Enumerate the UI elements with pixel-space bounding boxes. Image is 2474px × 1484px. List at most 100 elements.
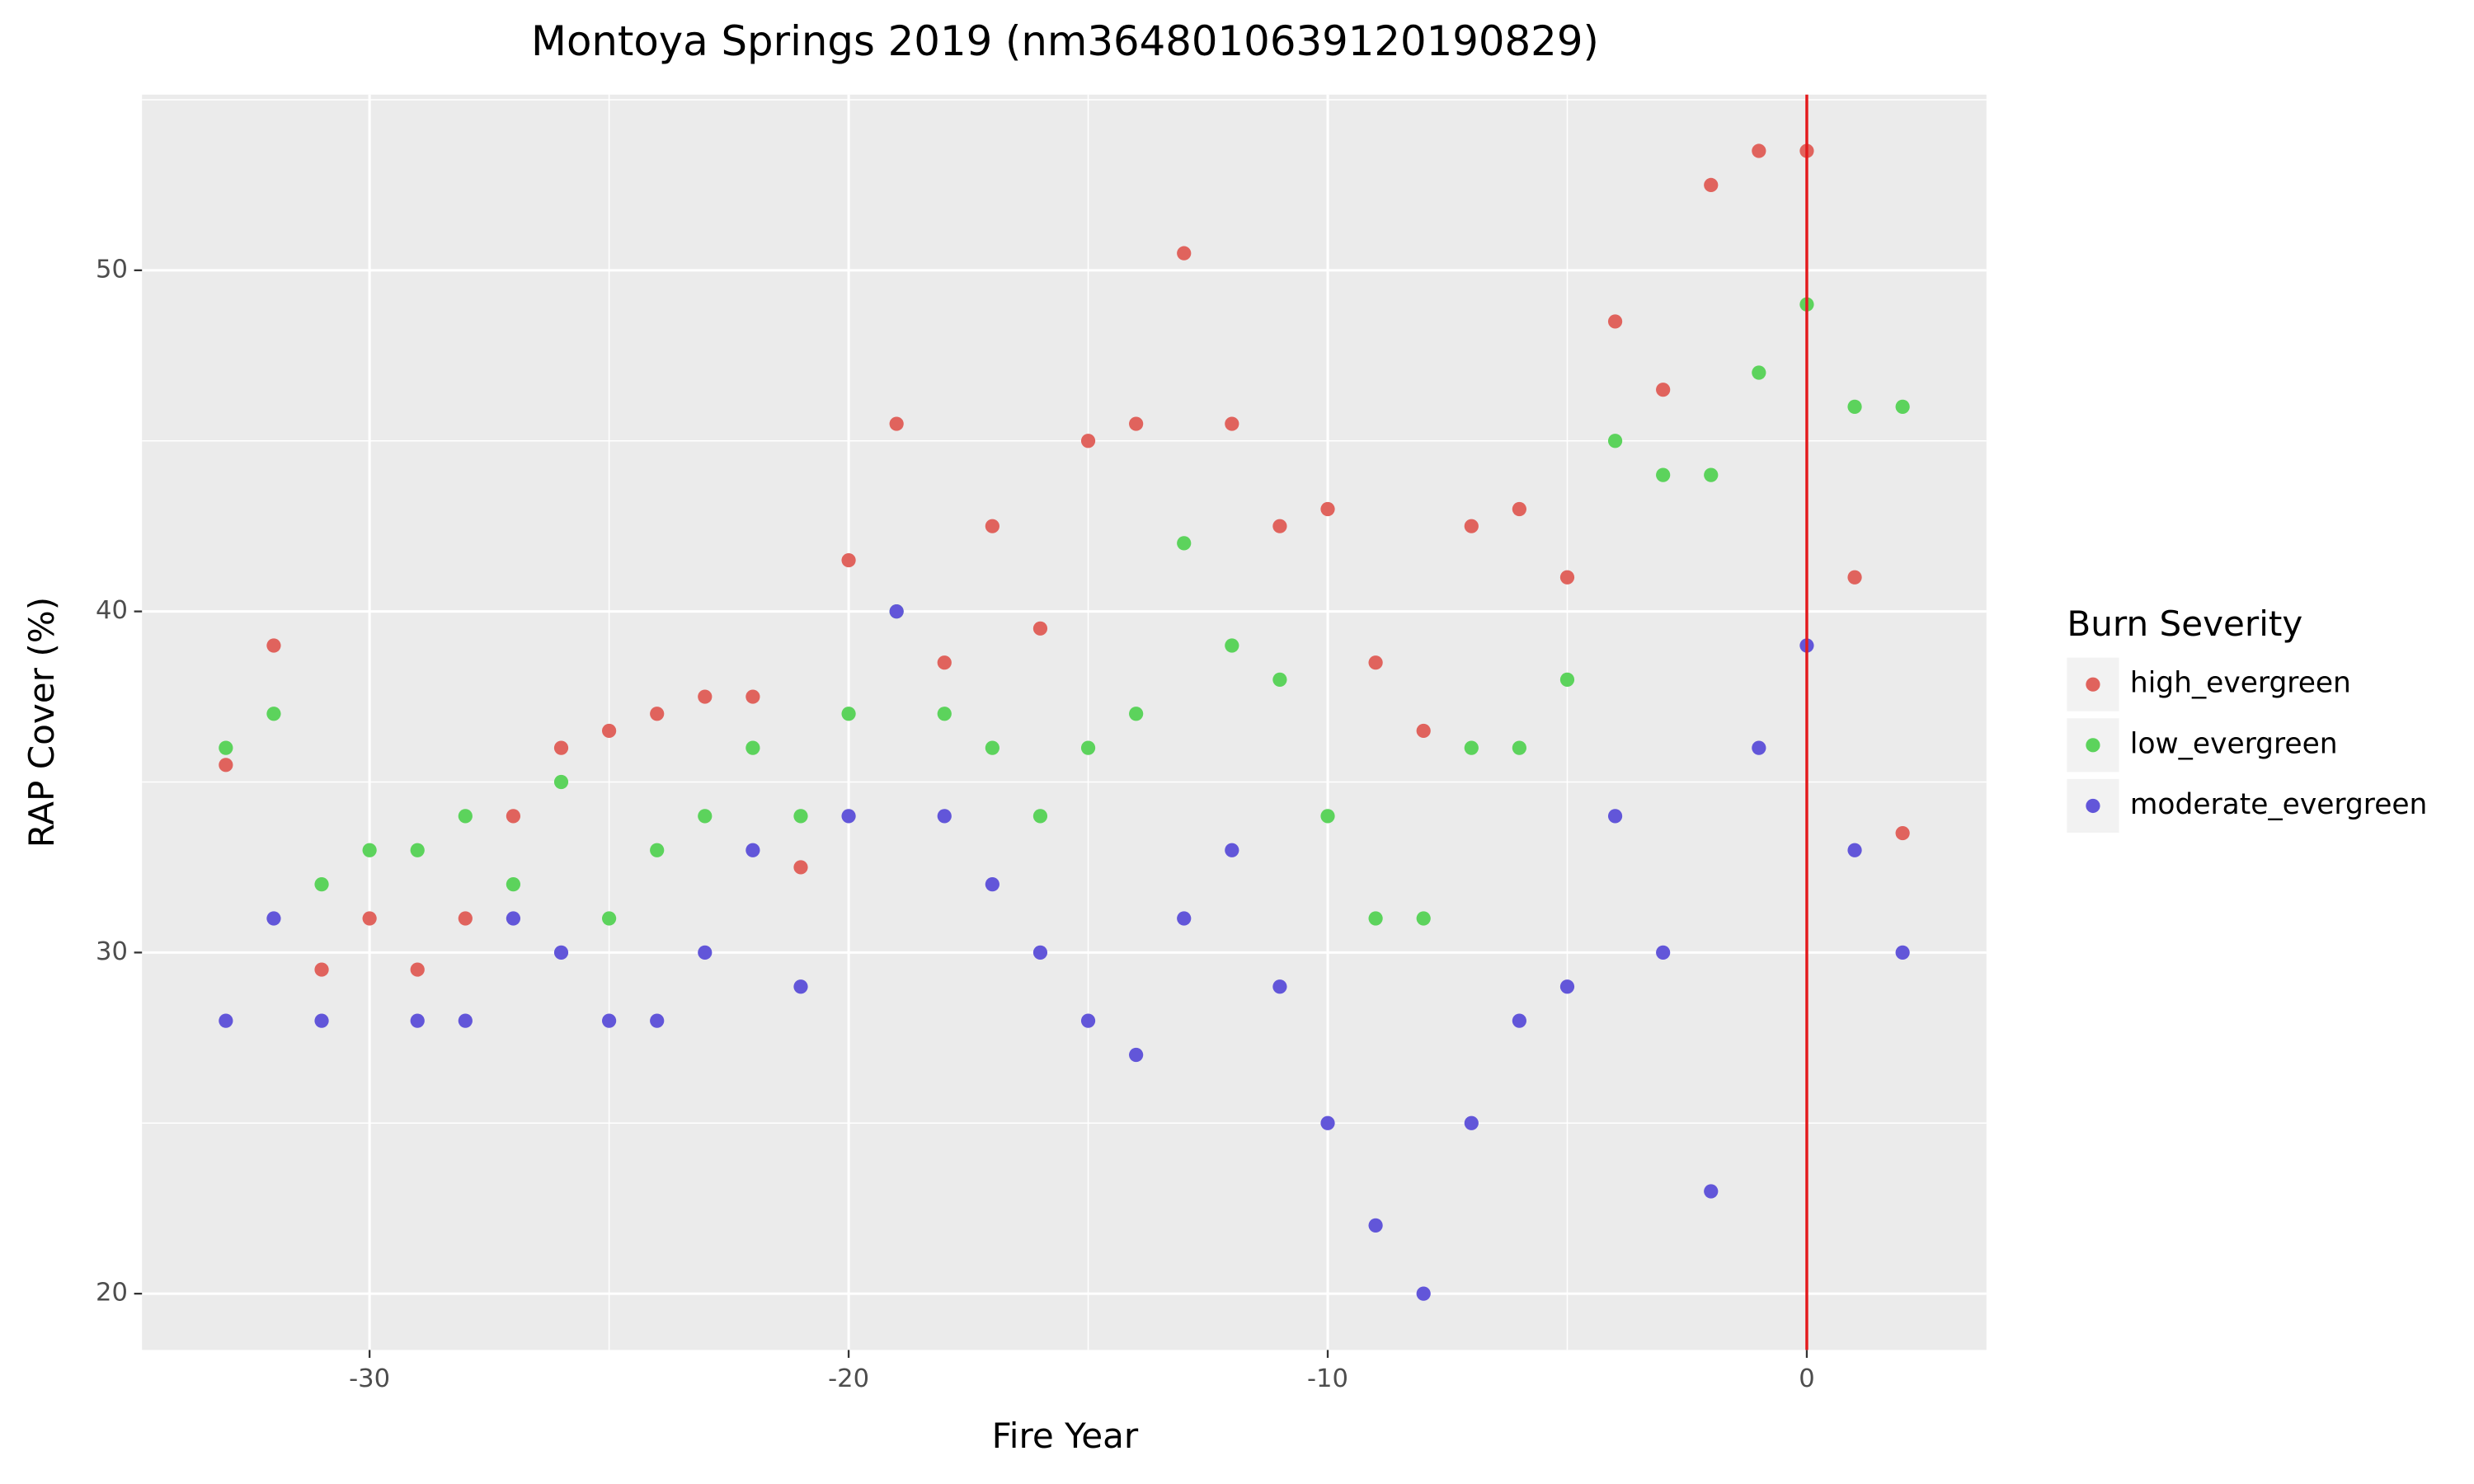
point: [1368, 911, 1383, 926]
point: [1080, 740, 1096, 755]
legend-label: high_evergreen: [2130, 667, 2351, 700]
point: [1080, 1013, 1096, 1028]
point: [219, 740, 233, 755]
point: [1847, 399, 1862, 414]
plot-panel: [142, 94, 1987, 1350]
legend-title: Burn Severity: [2067, 603, 2302, 644]
point: [1129, 707, 1144, 721]
point: [1607, 434, 1623, 448]
point: [1512, 1013, 1526, 1028]
point: [1032, 809, 1048, 824]
point: [601, 1013, 617, 1028]
y-tick-label: 50: [96, 255, 128, 284]
point: [314, 877, 329, 892]
point: [1129, 1047, 1144, 1063]
point: [1272, 519, 1287, 533]
point: [506, 911, 521, 926]
point: [1656, 945, 1671, 960]
point: [937, 655, 952, 670]
point: [1225, 638, 1239, 653]
point: [1512, 740, 1526, 755]
point: [841, 552, 856, 568]
point: [937, 809, 952, 824]
x-axis-label: Fire Year: [992, 1416, 1139, 1456]
point: [1464, 1115, 1479, 1130]
legend-label: low_evergreen: [2130, 727, 2338, 760]
point: [1225, 843, 1239, 857]
point: [1895, 945, 1910, 960]
point: [1320, 501, 1335, 517]
point: [985, 740, 999, 755]
point: [553, 945, 569, 960]
point: [458, 809, 473, 824]
legend-label: moderate_evergreen: [2130, 788, 2427, 821]
point: [1559, 672, 1575, 687]
legend-swatch: [2086, 677, 2100, 692]
x-tick-label: -30: [349, 1364, 390, 1393]
point: [266, 911, 281, 926]
point: [1512, 501, 1526, 517]
point: [1177, 536, 1192, 551]
point: [314, 962, 329, 977]
point: [1032, 945, 1048, 960]
y-axis-label: RAP Cover (%): [21, 597, 62, 848]
point: [1368, 1218, 1383, 1233]
point: [745, 689, 760, 704]
point: [1752, 365, 1766, 380]
point: [458, 1013, 473, 1028]
point: [841, 707, 856, 721]
legend-swatch: [2086, 738, 2100, 753]
points: [219, 143, 1910, 1301]
x-tick-label: -10: [1307, 1364, 1348, 1393]
point: [985, 877, 999, 892]
point: [1559, 979, 1575, 994]
point: [314, 1013, 329, 1028]
point: [506, 809, 521, 824]
point: [1895, 399, 1910, 414]
point: [219, 1013, 233, 1028]
point: [362, 911, 377, 926]
point: [1080, 434, 1096, 448]
x-tick-label: 0: [1799, 1364, 1814, 1393]
y-tick-label: 20: [96, 1279, 128, 1308]
point: [985, 519, 999, 533]
point: [410, 962, 425, 977]
point: [1177, 911, 1192, 926]
point: [1416, 723, 1431, 739]
point: [1032, 621, 1048, 636]
point: [650, 1013, 665, 1028]
legend-swatch: [2086, 798, 2100, 814]
point: [793, 809, 808, 824]
point: [1320, 1115, 1335, 1130]
point: [266, 638, 281, 653]
point: [698, 689, 713, 704]
x-tick-label: -20: [828, 1364, 869, 1393]
legend: Burn Severity high_evergreen low_evergree…: [2067, 603, 2427, 833]
point: [362, 843, 377, 857]
point: [1607, 314, 1623, 329]
point: [1607, 809, 1623, 824]
point: [1704, 177, 1719, 193]
point: [937, 707, 952, 721]
point: [889, 416, 904, 431]
point: [650, 843, 665, 857]
point: [1559, 570, 1575, 585]
point: [1368, 655, 1383, 670]
y-tick-label: 30: [96, 937, 128, 966]
point: [1416, 1286, 1431, 1301]
point: [1752, 143, 1766, 158]
point: [553, 740, 569, 755]
point: [410, 1013, 425, 1028]
point: [1895, 825, 1910, 841]
point: [219, 758, 233, 773]
point: [745, 740, 760, 755]
point: [793, 979, 808, 994]
point: [1704, 1184, 1719, 1199]
chart-title: Montoya Springs 2019 (nm3648010639120190…: [531, 17, 1599, 65]
point: [1464, 519, 1479, 533]
y-tick-label: 40: [96, 596, 128, 625]
point: [1656, 383, 1671, 397]
point: [1177, 246, 1192, 261]
